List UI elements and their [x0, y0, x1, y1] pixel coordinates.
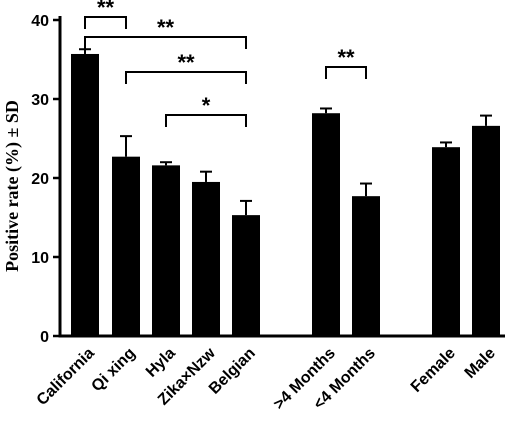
significance-bracket	[84, 16, 127, 29]
y-tick-label: 20	[31, 171, 49, 188]
x-tick-label: Hyla	[143, 345, 179, 381]
y-axis-label: Positive rate (%) ± SD	[2, 100, 23, 272]
bars	[71, 53, 500, 336]
y-tick-label: 30	[31, 92, 49, 109]
bar	[312, 113, 340, 336]
y-ticks: 0 10 20 30 40	[31, 13, 60, 346]
significance-brackets: *********	[84, 0, 367, 127]
significance-bracket	[125, 71, 247, 84]
x-tick-label: Female	[408, 345, 459, 396]
significance-bracket	[84, 36, 247, 49]
bar	[352, 196, 380, 336]
bar	[152, 165, 180, 336]
significance-label: *	[202, 93, 211, 118]
y-tick-label: 10	[31, 250, 49, 267]
y-tick-label: 0	[40, 329, 49, 346]
y-tick-label: 40	[31, 13, 49, 30]
bar	[192, 181, 220, 336]
bar	[472, 125, 500, 336]
bar	[71, 53, 99, 336]
x-tick-label: California	[34, 345, 98, 409]
significance-label: **	[177, 50, 195, 75]
significance-bracket	[165, 114, 247, 127]
significance-label: **	[157, 15, 175, 40]
x-tick-label: Qi xing	[88, 345, 138, 395]
bar	[432, 147, 460, 336]
significance-label: **	[97, 0, 115, 20]
significance-bracket	[325, 66, 367, 79]
significance-label: **	[337, 45, 355, 70]
bar	[112, 156, 140, 336]
error-bars	[79, 48, 492, 216]
x-tick-label: Male	[462, 345, 499, 382]
bar	[232, 215, 260, 336]
